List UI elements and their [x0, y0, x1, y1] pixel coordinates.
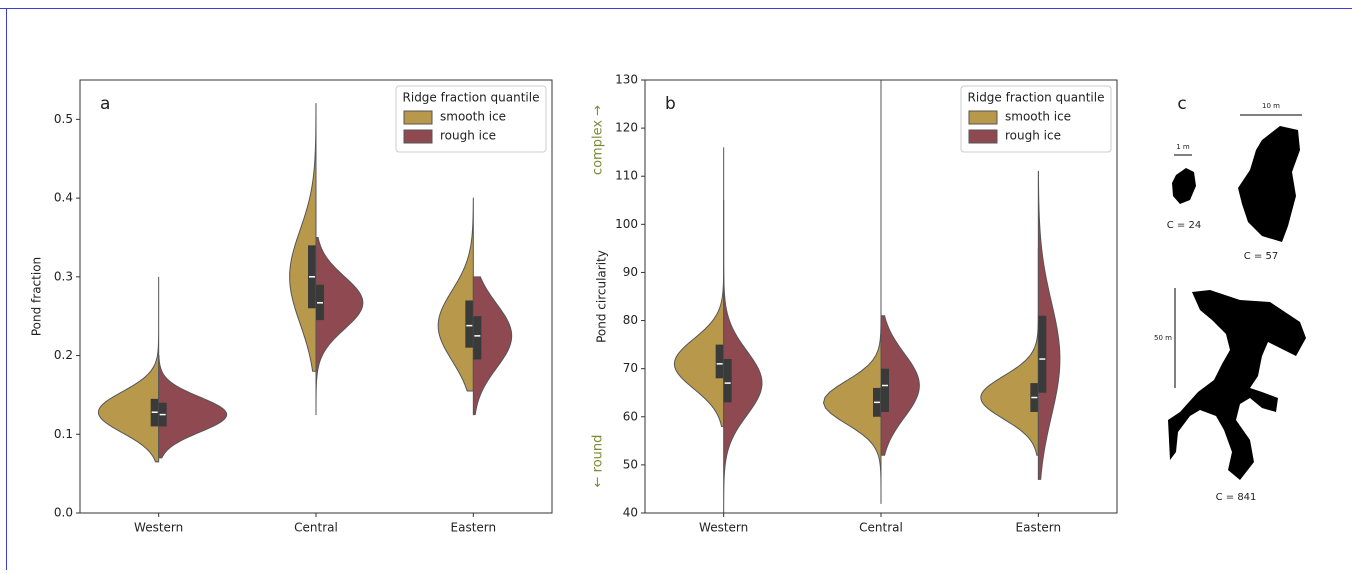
pond-shape	[1172, 168, 1196, 204]
violin-half	[673, 147, 725, 427]
pond-label: C = 57	[1244, 251, 1278, 262]
y-tick-label: 0.0	[54, 506, 73, 520]
scale-label: 1 m	[1176, 143, 1190, 151]
pond-shape	[1168, 290, 1306, 480]
x-tick-label: Eastern	[1016, 521, 1062, 535]
violin-half	[97, 276, 160, 463]
y-tick-label: 60	[623, 409, 638, 423]
violin-half	[437, 197, 474, 392]
annotation: complex →	[591, 105, 606, 175]
box	[465, 300, 474, 348]
y-tick-label: 70	[623, 361, 638, 375]
violin-half	[289, 103, 317, 372]
y-tick-label: 0.4	[54, 191, 73, 205]
y-tick-label: 100	[615, 217, 638, 231]
legend-box	[395, 85, 547, 153]
axes-frame	[79, 79, 553, 514]
legend-swatch	[403, 129, 433, 144]
box	[881, 368, 889, 412]
violin-half	[158, 355, 228, 459]
violin-half	[880, 315, 920, 456]
x-tick-label: Central	[859, 521, 903, 535]
y-tick-label: 110	[615, 169, 638, 183]
panel-letter: a	[100, 94, 110, 114]
legend-label: smooth ice	[440, 110, 506, 124]
x-tick-label: Western	[699, 521, 748, 535]
violin-half	[315, 236, 364, 416]
y-tick-label: 120	[615, 121, 638, 135]
y-axis-label: Pond circularity	[595, 250, 609, 343]
y-tick-label: 0.1	[54, 427, 73, 441]
y-tick-label: 0.5	[54, 112, 73, 126]
panel-letter: c	[1177, 94, 1186, 114]
violin-half	[723, 200, 763, 514]
legend-title: Ridge fraction quantile	[403, 91, 540, 105]
x-tick-label: Central	[294, 521, 338, 535]
y-tick-label: 0.2	[54, 348, 73, 362]
legend-label: rough ice	[440, 129, 496, 143]
legend-swatch	[403, 110, 433, 125]
scale-label: 50 m	[1154, 334, 1172, 342]
panel-c: c 1 m C = 24 10 m C = 57 50 m C = 841	[1154, 94, 1306, 503]
legend-label: smooth ice	[1005, 110, 1071, 124]
violin-half	[822, 80, 882, 504]
y-tick-label: 90	[623, 265, 638, 279]
violin-half	[472, 276, 513, 416]
pond-shape	[1238, 126, 1300, 242]
annotation: ← round	[591, 435, 606, 488]
y-tick-label: 130	[615, 73, 638, 87]
y-tick-label: 40	[623, 506, 638, 520]
legend-title: Ridge fraction quantile	[968, 91, 1105, 105]
y-tick-label: 0.3	[54, 269, 73, 283]
x-tick-label: Eastern	[451, 521, 497, 535]
y-tick-label: 80	[623, 313, 638, 327]
axes-frame	[644, 79, 1118, 514]
box	[723, 359, 732, 403]
scale-label: 10 m	[1262, 102, 1280, 110]
y-tick-label: 50	[623, 457, 638, 471]
box	[1038, 315, 1047, 393]
legend-swatch	[968, 110, 998, 125]
box	[473, 316, 482, 360]
y-axis-label: Pond fraction	[30, 257, 44, 336]
pond-label: C = 841	[1216, 492, 1257, 503]
x-tick-label: Western	[134, 521, 183, 535]
violin-half	[1037, 170, 1061, 480]
box	[715, 344, 724, 379]
pond-label: C = 24	[1167, 220, 1201, 231]
legend-label: rough ice	[1005, 129, 1061, 143]
legend-swatch	[968, 129, 998, 144]
panel-letter: b	[665, 94, 676, 114]
violin-half	[980, 248, 1039, 456]
legend-box	[960, 85, 1112, 153]
